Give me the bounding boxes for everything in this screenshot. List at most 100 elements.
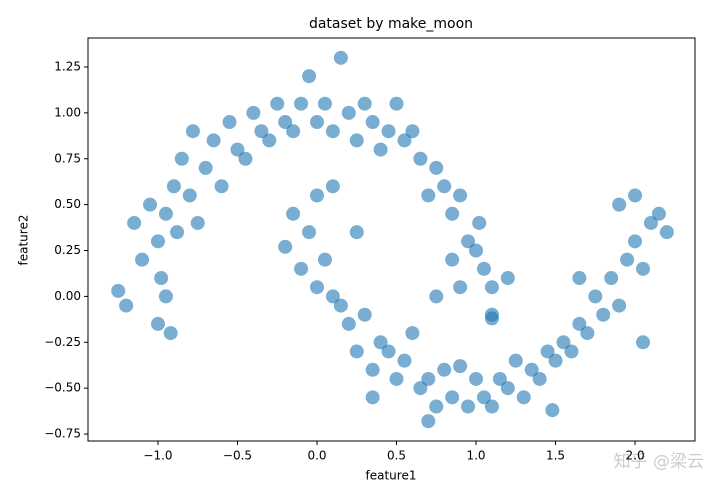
point <box>230 142 245 157</box>
x-tick-label: 2.0 <box>626 449 645 463</box>
point <box>325 289 340 304</box>
point <box>472 215 487 230</box>
point <box>325 179 340 194</box>
point <box>437 362 452 377</box>
point <box>651 206 666 221</box>
y-tick-label: −0.50 <box>44 381 81 395</box>
point <box>111 283 126 298</box>
point <box>389 371 404 386</box>
plot-frame <box>87 37 696 442</box>
chart-title: dataset by make_moon <box>309 16 473 32</box>
point <box>429 289 444 304</box>
point <box>476 390 491 405</box>
point <box>333 50 348 65</box>
y-tick-label: −0.75 <box>44 427 81 441</box>
point <box>341 105 356 120</box>
point <box>397 353 412 368</box>
point <box>453 188 468 203</box>
point <box>365 390 380 405</box>
point <box>572 271 587 286</box>
point <box>254 124 269 139</box>
point <box>612 197 627 212</box>
point <box>524 362 539 377</box>
point <box>405 326 420 341</box>
point <box>516 390 531 405</box>
point <box>317 96 332 111</box>
point <box>612 298 627 313</box>
point <box>278 115 293 130</box>
point <box>604 271 619 286</box>
point <box>170 225 185 240</box>
point <box>429 160 444 175</box>
point <box>620 252 635 267</box>
point <box>545 403 560 418</box>
point <box>469 371 484 386</box>
point <box>349 133 364 148</box>
point <box>357 96 372 111</box>
point <box>150 234 165 249</box>
point <box>286 206 301 221</box>
point <box>190 215 205 230</box>
point <box>278 239 293 254</box>
point <box>588 289 603 304</box>
point <box>453 359 468 374</box>
point <box>349 344 364 359</box>
point <box>580 326 595 341</box>
point <box>294 96 309 111</box>
point <box>548 353 563 368</box>
point <box>643 215 658 230</box>
point <box>154 271 169 286</box>
point <box>381 344 396 359</box>
point <box>317 252 332 267</box>
point <box>238 151 253 166</box>
point <box>461 399 476 414</box>
point <box>158 206 173 221</box>
point <box>214 179 229 194</box>
point <box>572 316 587 331</box>
point <box>206 133 221 148</box>
point <box>405 124 420 139</box>
point <box>628 188 643 203</box>
y-tick-label: 1.00 <box>54 105 81 119</box>
point <box>635 261 650 276</box>
point <box>158 289 173 304</box>
point <box>437 179 452 194</box>
x-tick-label: 1.0 <box>466 449 485 463</box>
point <box>349 225 364 240</box>
point <box>429 399 444 414</box>
point <box>508 353 523 368</box>
point <box>540 344 555 359</box>
point <box>564 344 579 359</box>
point <box>421 414 436 429</box>
watermark: 知乎 @梁云 <box>614 452 704 472</box>
point <box>532 371 547 386</box>
point <box>484 311 499 326</box>
point <box>294 261 309 276</box>
point <box>309 115 324 130</box>
point <box>302 225 317 240</box>
point <box>492 371 507 386</box>
point <box>166 179 181 194</box>
point <box>421 188 436 203</box>
point <box>174 151 189 166</box>
point <box>413 151 428 166</box>
point <box>476 261 491 276</box>
point <box>421 371 436 386</box>
x-tick-label: 0.0 <box>307 449 326 463</box>
point <box>119 298 134 313</box>
point <box>309 280 324 295</box>
y-tick-label: 1.25 <box>54 59 81 73</box>
point <box>270 96 285 111</box>
y-axis-label: feature2 <box>17 215 31 266</box>
point <box>453 280 468 295</box>
y-tick-label: −0.25 <box>44 335 81 349</box>
x-tick-label: 0.5 <box>387 449 406 463</box>
point <box>333 298 348 313</box>
y-tick-label: 0.25 <box>54 243 81 257</box>
point <box>286 124 301 139</box>
point <box>150 316 165 331</box>
x-axis-label: feature1 <box>366 469 417 483</box>
point <box>365 115 380 130</box>
y-tick-label: 0.00 <box>54 289 81 303</box>
point <box>469 243 484 258</box>
